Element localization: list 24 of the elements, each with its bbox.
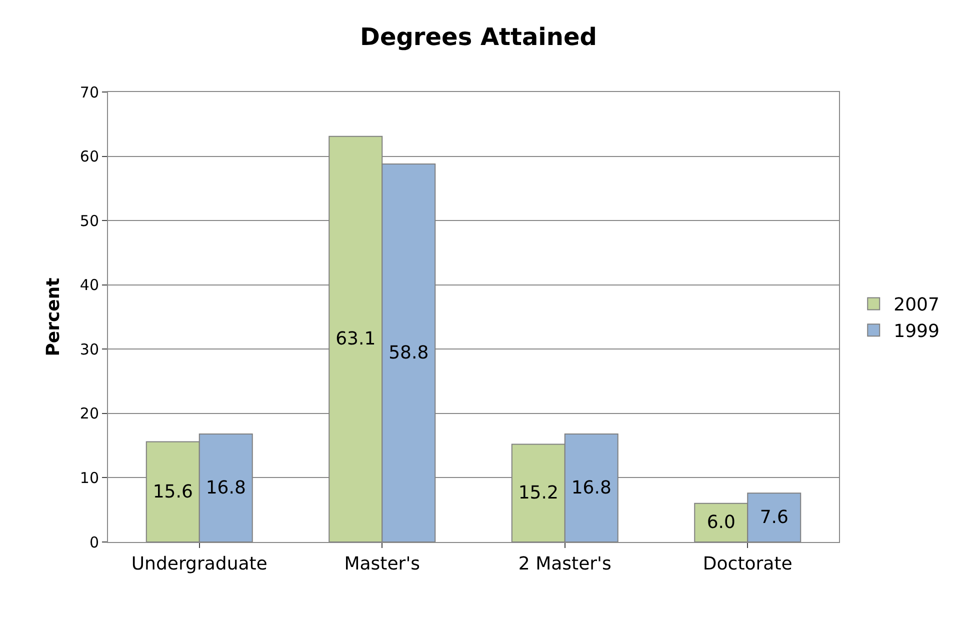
chart-title: Degrees Attained (360, 22, 597, 51)
y-tick-label: 50 (80, 212, 99, 230)
y-axis-title: Percent (43, 277, 64, 356)
x-tick-label: 2 Master's (518, 554, 612, 575)
data-label: 7.6 (760, 507, 788, 528)
data-label: 6.0 (706, 512, 736, 534)
y-tick-label: 0 (89, 533, 99, 552)
data-label: 58.8 (388, 342, 429, 364)
data-label: 15.6 (152, 481, 193, 502)
x-tick-label: Undergraduate (131, 554, 268, 575)
data-label: 16.8 (571, 478, 612, 498)
x-tick-label: Master's (344, 554, 420, 575)
y-tick-label: 40 (80, 276, 99, 294)
y-tick-label: 10 (80, 468, 99, 487)
y-tick-label: 60 (80, 148, 99, 166)
y-tick-label: 20 (80, 404, 99, 423)
y-tick-label: 30 (80, 340, 99, 358)
data-label: 15.2 (518, 482, 558, 504)
x-tick-label: Doctorate (702, 554, 792, 575)
legend-label: 2007 (894, 294, 940, 316)
y-tick-label: 70 (80, 83, 99, 102)
data-label: 63.1 (336, 328, 376, 350)
data-label: 16.8 (206, 478, 246, 498)
legend-label: 1999 (894, 321, 940, 342)
